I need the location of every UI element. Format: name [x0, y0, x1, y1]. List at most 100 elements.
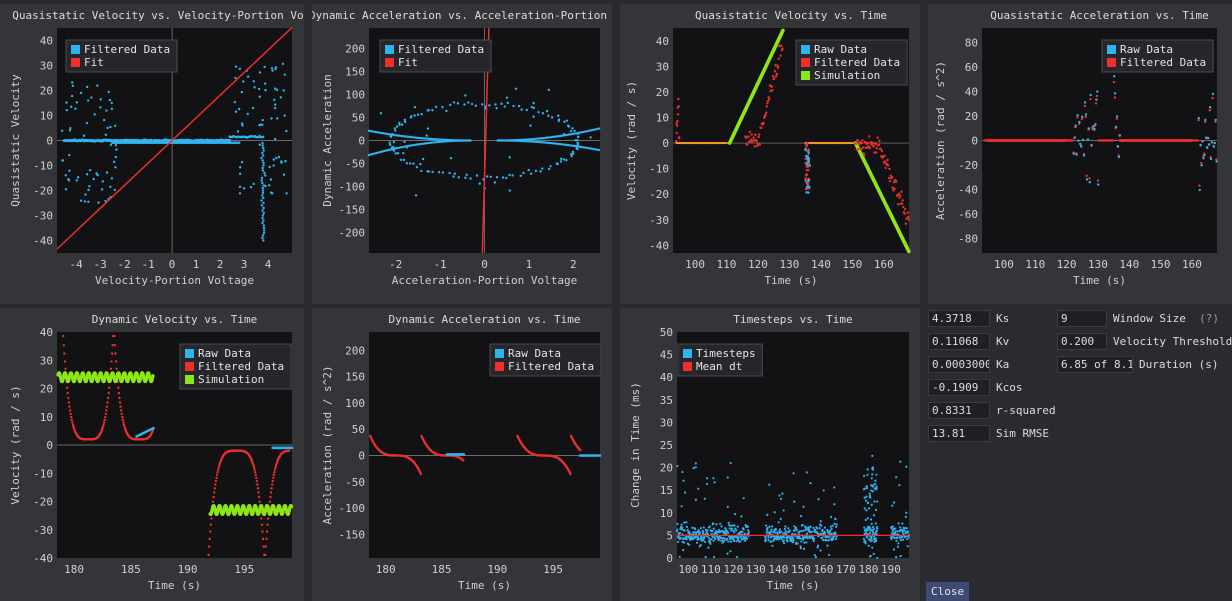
data-point — [756, 143, 760, 146]
data-point — [289, 504, 294, 509]
data-point — [442, 138, 445, 141]
data-point — [217, 466, 220, 469]
data-point — [449, 138, 452, 142]
y-tick-label: 0 — [358, 135, 365, 148]
data-point — [754, 133, 757, 136]
ks-value[interactable]: 4.3718 — [928, 310, 990, 327]
velocity-threshold-label: Velocity Threshold — [1113, 335, 1232, 348]
data-point — [85, 173, 89, 176]
legend-swatch — [71, 58, 80, 67]
data-point — [868, 532, 872, 535]
data-point — [415, 143, 419, 146]
ka-value[interactable]: 0.00030002 — [928, 356, 990, 373]
data-point — [274, 67, 277, 71]
data-point — [1206, 146, 1209, 149]
data-point — [742, 528, 745, 531]
data-point — [757, 135, 760, 139]
data-point — [899, 538, 903, 542]
close-button[interactable]: Close — [926, 582, 970, 601]
data-point — [283, 114, 286, 117]
y-tick-label: 25 — [660, 439, 673, 452]
data-point — [680, 505, 683, 508]
data-point — [426, 141, 429, 145]
data-point — [1093, 127, 1096, 131]
data-point — [260, 176, 264, 180]
velocity-threshold-input[interactable]: 0.200 — [1057, 333, 1107, 350]
data-point — [445, 109, 448, 113]
data-point — [804, 148, 807, 151]
kcos-value[interactable]: -0.1909 — [928, 379, 990, 396]
data-point — [829, 525, 832, 528]
data-point — [261, 151, 264, 155]
series-points — [675, 454, 910, 560]
data-point — [1086, 138, 1090, 141]
y-tick-label: 0 — [46, 135, 53, 148]
data-point — [469, 177, 472, 180]
data-point — [805, 191, 808, 194]
data-point — [576, 148, 579, 151]
data-point — [86, 99, 90, 102]
data-point — [805, 532, 809, 535]
data-point — [255, 476, 258, 479]
data-point — [812, 526, 815, 529]
data-point — [873, 500, 876, 503]
data-point — [907, 215, 910, 219]
r-squared-value[interactable]: 0.8331 — [928, 402, 990, 419]
data-point — [707, 536, 710, 539]
kv-value[interactable]: 0.11068 — [928, 333, 990, 350]
data-point — [403, 118, 407, 122]
chart-dynamic-acceleration-vs-voltage[interactable]: Dynamic Acceleration vs. Acceleration-Po… — [312, 4, 612, 304]
data-point — [429, 141, 433, 144]
data-point — [60, 129, 64, 133]
data-point — [783, 536, 786, 539]
sim-rmse-value[interactable]: 13.81 — [928, 425, 990, 442]
y-tick-label: -40 — [649, 239, 669, 252]
data-point — [871, 454, 874, 457]
chart-quasistatic-acceleration-vs-time[interactable]: Quasistatic Acceleration vs. Time Time (s… — [928, 4, 1232, 304]
data-point — [1215, 160, 1218, 163]
data-point — [257, 87, 261, 91]
data-point — [678, 137, 681, 140]
window-size-input[interactable]: 9 — [1057, 310, 1107, 327]
x-tick-label: 100 — [685, 258, 705, 271]
data-point — [723, 537, 726, 540]
data-point — [419, 142, 422, 146]
x-tick-label: 4 — [265, 258, 272, 271]
legend-swatch — [1107, 45, 1116, 54]
data-point — [902, 538, 905, 541]
data-point — [891, 525, 894, 528]
y-tick-label: 10 — [40, 411, 53, 424]
data-point — [589, 147, 592, 150]
data-point — [63, 360, 67, 363]
x-tick-label: 180 — [376, 563, 396, 576]
data-point — [583, 146, 587, 149]
data-point — [70, 81, 74, 84]
data-point — [729, 461, 732, 465]
data-point — [877, 143, 880, 147]
data-point — [563, 120, 566, 123]
data-point — [65, 108, 69, 112]
help-icon[interactable]: (?) — [1199, 312, 1219, 325]
chart-timesteps-vs-time[interactable]: Timesteps vs. Time Time (s) Change in Time… — [620, 308, 920, 601]
legend-entry: Raw Data — [508, 347, 561, 360]
data-point — [753, 145, 757, 148]
data-point — [557, 114, 560, 117]
data-point — [771, 74, 775, 78]
data-point — [729, 524, 732, 527]
duration-slider[interactable]: 6.85 of 8.11 — [1057, 356, 1133, 373]
data-point — [394, 129, 397, 132]
chart-dynamic-acceleration-vs-time[interactable]: Dynamic Acceleration vs. Time Time (s) Acc… — [312, 308, 612, 601]
data-point — [113, 334, 116, 338]
y-tick-label: -20 — [33, 496, 53, 509]
y-tick-label: 0 — [46, 439, 53, 452]
data-point — [797, 533, 801, 536]
data-point — [868, 135, 871, 138]
chart-quasistatic-velocity-vs-time[interactable]: Quasistatic Velocity vs. Time Time (s) Vel… — [620, 4, 920, 304]
data-point — [262, 201, 265, 205]
data-point — [527, 168, 530, 172]
chart-dynamic-velocity-vs-time[interactable]: Dynamic Velocity vs. Time Time (s) Velocit… — [0, 308, 304, 601]
y-tick-label: 0 — [662, 137, 669, 150]
data-point — [1075, 153, 1078, 156]
data-point — [708, 525, 711, 528]
chart-quasistatic-velocity-vs-voltage[interactable]: Quasistatic Velocity vs. Velocity-Portio… — [0, 4, 304, 304]
